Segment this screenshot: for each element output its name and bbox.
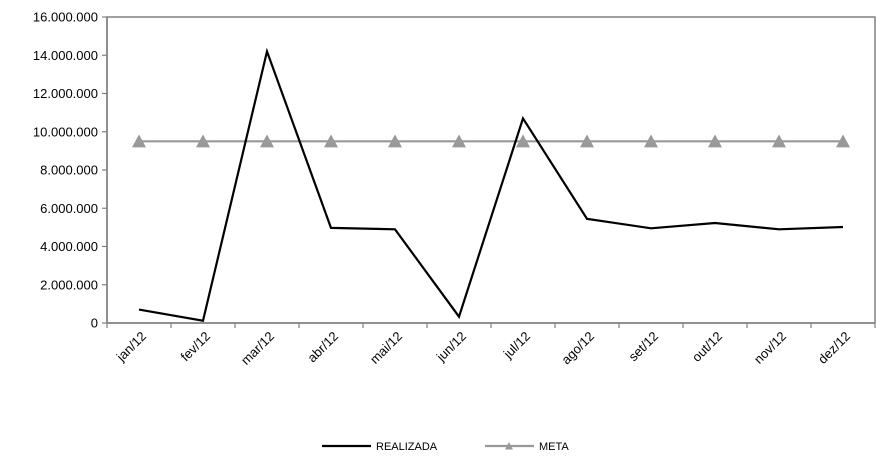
legend-marker-meta — [505, 442, 513, 450]
series-lines — [138, 47, 844, 322]
data-point-meta — [388, 134, 402, 148]
data-point-meta — [452, 134, 466, 148]
data-point-meta — [644, 134, 658, 148]
legend-label-realizada: REALIZADA — [376, 441, 438, 453]
data-point-meta — [516, 134, 530, 148]
y-tick-label: 16.000.000 — [33, 10, 98, 25]
x-tick-label: nov/12 — [751, 329, 789, 367]
series-markers — [132, 134, 850, 148]
x-tick-label: jan/12 — [113, 329, 149, 365]
data-point-meta — [836, 134, 850, 148]
data-point-meta — [580, 134, 594, 148]
data-point-meta — [132, 134, 146, 148]
y-tick-label: 12.000.000 — [33, 86, 98, 101]
series-line-realizada — [138, 47, 844, 322]
data-point-meta — [708, 134, 722, 148]
y-tick-label: 2.000.000 — [40, 277, 98, 292]
x-tick-label: ago/12 — [558, 329, 597, 368]
legend: REALIZADA META — [322, 441, 569, 453]
y-tick-label: 10.000.000 — [33, 124, 98, 139]
x-tick-label: set/12 — [625, 329, 661, 365]
x-tick-label: out/12 — [689, 329, 725, 365]
x-axis-ticks: jan/12 fev/12 mar/12 abr/12 mai/12 jun/12 jul/… — [106, 323, 876, 368]
data-point-meta — [196, 134, 210, 148]
y-axis-ticks: 0 2.000.000 4.000.000 6.000.000 8.000.000 10.… — [33, 10, 107, 331]
y-tick-label: 8.000.000 — [40, 163, 98, 178]
y-tick-label: 14.000.000 — [33, 48, 98, 63]
x-tick-label: mar/12 — [238, 329, 277, 368]
legend-label-meta: META — [539, 441, 569, 453]
x-tick-label: jun/12 — [433, 329, 469, 365]
x-tick-label: fev/12 — [177, 329, 213, 365]
x-tick-label: jul/12 — [500, 329, 533, 362]
plot-area-border — [106, 16, 876, 324]
y-tick-label: 6.000.000 — [40, 201, 98, 216]
x-tick-label: mai/12 — [367, 329, 405, 367]
data-point-meta — [772, 134, 786, 148]
x-tick-label: dez/12 — [815, 329, 853, 367]
chart-axes — [106, 16, 876, 324]
x-tick-label: abr/12 — [304, 329, 341, 366]
y-tick-label: 0 — [91, 316, 98, 331]
data-point-meta — [260, 134, 274, 148]
y-tick-label: 4.000.000 — [40, 239, 98, 254]
data-point-meta — [324, 134, 338, 148]
